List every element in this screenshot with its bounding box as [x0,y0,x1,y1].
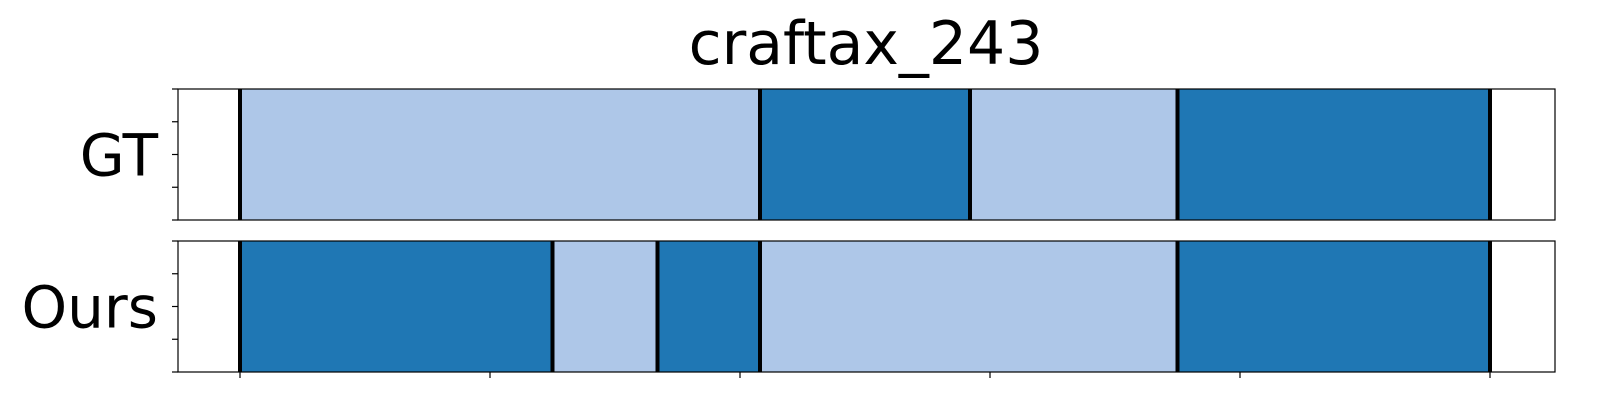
chart-rows: GT Ours [22,88,1556,378]
row-ours: Ours [22,240,1556,378]
segment-bar [240,241,553,372]
row-label: GT [80,122,159,190]
chart-title: craftax_243 [689,9,1044,79]
segment-bar [552,241,658,372]
segment-bar [760,241,1178,372]
row-label: Ours [22,274,158,342]
segment-bar [760,89,970,220]
row-gt: GT [80,88,1556,221]
segment-bar [657,241,760,372]
segment-bar [1177,89,1490,220]
segment-bar [1177,241,1490,372]
segment-bar [970,89,1178,220]
segment-bar [240,89,760,220]
